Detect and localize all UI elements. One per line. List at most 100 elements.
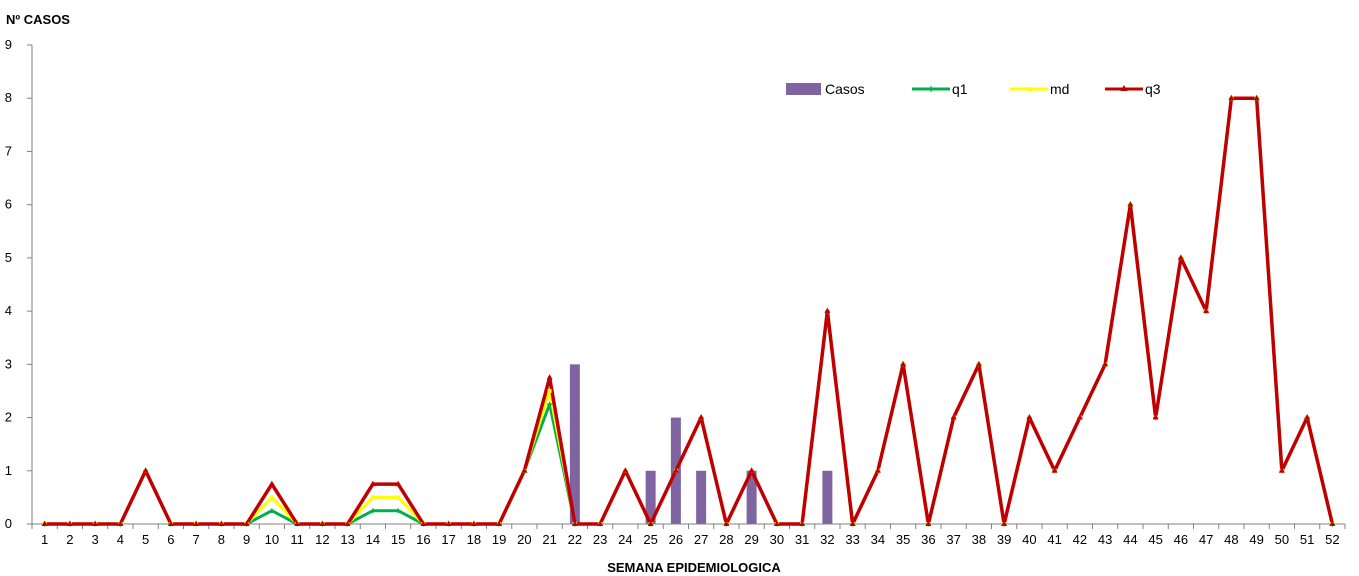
point-q3 xyxy=(900,360,907,367)
x-tick-label: 3 xyxy=(92,532,99,547)
bar-casos xyxy=(746,470,757,524)
x-tick-label: 10 xyxy=(265,532,279,547)
point-q3 xyxy=(1026,414,1033,420)
point-md xyxy=(396,495,401,500)
point-q3 xyxy=(1001,520,1008,526)
point-q3 xyxy=(849,520,856,526)
point-q3 xyxy=(622,467,629,473)
x-tick-label: 49 xyxy=(1249,532,1263,547)
bars-layer xyxy=(569,364,833,524)
x-tick-label: 5 xyxy=(142,532,149,547)
point-md xyxy=(547,388,552,393)
bar-casos xyxy=(569,364,580,524)
x-tick-label: 45 xyxy=(1148,532,1162,547)
point-q3 xyxy=(218,520,225,526)
point-q3 xyxy=(395,480,402,487)
x-tick-label: 24 xyxy=(618,532,632,547)
y-tick-label: 1 xyxy=(5,463,12,478)
x-tick-label: 4 xyxy=(117,532,124,547)
x-tick-label: 35 xyxy=(896,532,910,547)
x-tick-label: 1 xyxy=(41,532,48,547)
legend-swatch-casos xyxy=(786,83,821,95)
x-tick-label: 11 xyxy=(290,532,304,547)
y-tick-label: 0 xyxy=(5,516,12,531)
point-q3 xyxy=(950,414,957,420)
x-tick-label: 20 xyxy=(517,532,531,547)
point-q3 xyxy=(1278,467,1285,473)
x-tick-label: 18 xyxy=(467,532,481,547)
axes-layer xyxy=(31,45,1345,525)
point-q3 xyxy=(824,307,831,314)
point-q3 xyxy=(597,520,604,526)
y-axis-title: Nº CASOS xyxy=(6,12,70,27)
point-q3 xyxy=(647,520,654,526)
point-q3 xyxy=(672,467,679,473)
x-tick-label: 7 xyxy=(193,532,200,547)
y-tick-label: 2 xyxy=(5,410,12,425)
point-q3 xyxy=(167,520,174,526)
point-q3 xyxy=(369,480,376,487)
x-tick-label: 13 xyxy=(340,532,354,547)
x-tick-label: 32 xyxy=(820,532,834,547)
point-q3 xyxy=(41,520,48,526)
x-tick-label: 23 xyxy=(593,532,607,547)
point-q3 xyxy=(1228,94,1235,101)
point-q3 xyxy=(521,467,528,473)
point-q1 xyxy=(370,508,376,514)
point-q3 xyxy=(420,520,427,526)
legend: Casos q1 md q3 xyxy=(786,81,1161,97)
y-tick-label: 4 xyxy=(5,303,12,318)
x-tick-label: 8 xyxy=(218,532,225,547)
x-tick-label: 19 xyxy=(492,532,506,547)
point-q3 xyxy=(142,467,149,473)
point-q3 xyxy=(1152,414,1159,420)
point-q3 xyxy=(698,414,705,420)
series-line-q1 xyxy=(44,96,1334,526)
y-tick-label: 8 xyxy=(5,90,12,105)
point-md xyxy=(269,495,274,500)
y-tick-label: 7 xyxy=(5,143,12,158)
point-q3 xyxy=(66,520,73,526)
legend-marker-q3 xyxy=(1120,85,1128,91)
point-q3 xyxy=(975,360,982,367)
point-q3 xyxy=(773,520,780,526)
point-q3 xyxy=(1253,94,1260,101)
x-tick-label: 2 xyxy=(66,532,73,547)
legend-marker-q1 xyxy=(928,86,934,92)
x-tick-label: 30 xyxy=(770,532,784,547)
x-tick-label: 28 xyxy=(719,532,733,547)
x-tick-label: 14 xyxy=(366,532,380,547)
legend-marker-md xyxy=(1027,87,1031,91)
x-tick-label: 50 xyxy=(1275,532,1289,547)
x-axis-title: SEMANA EPIDEMIOLOGICA xyxy=(607,560,781,575)
x-tick-label: 43 xyxy=(1098,532,1112,547)
x-tick-label: 39 xyxy=(997,532,1011,547)
legend-label-q1: q1 xyxy=(952,81,968,97)
x-tick-label: 40 xyxy=(1022,532,1036,547)
point-q1 xyxy=(395,508,401,514)
x-tick-label: 42 xyxy=(1073,532,1087,547)
point-q3 xyxy=(470,520,477,526)
point-q3 xyxy=(496,520,503,526)
y-tick-label: 6 xyxy=(5,197,12,212)
point-q3 xyxy=(294,520,301,526)
x-tick-label: 31 xyxy=(795,532,809,547)
legend-label-md: md xyxy=(1050,81,1069,97)
x-tick-label: 46 xyxy=(1174,532,1188,547)
bar-casos xyxy=(645,470,656,524)
point-md xyxy=(370,495,375,500)
point-q3 xyxy=(243,520,250,526)
x-tick-label: 33 xyxy=(845,532,859,547)
x-tick-label: 38 xyxy=(972,532,986,547)
x-tick-label: 27 xyxy=(694,532,708,547)
point-q3 xyxy=(193,520,200,526)
point-q3 xyxy=(117,520,124,526)
point-q1 xyxy=(547,401,553,407)
legend-label-casos: Casos xyxy=(825,81,865,97)
point-q3 xyxy=(1102,360,1109,367)
point-q3 xyxy=(1127,201,1134,207)
point-q3 xyxy=(92,520,99,526)
x-tick-label: 21 xyxy=(542,532,556,547)
x-tick-label: 51 xyxy=(1300,532,1314,547)
